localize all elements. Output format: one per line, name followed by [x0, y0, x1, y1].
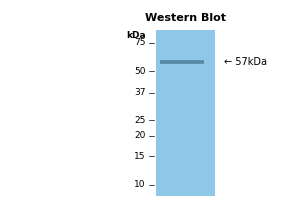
- Bar: [160, 63, 204, 64]
- Text: 20: 20: [134, 131, 146, 140]
- Text: kDa: kDa: [126, 31, 146, 40]
- Text: 25: 25: [134, 116, 146, 125]
- Text: 75: 75: [134, 38, 146, 47]
- Bar: [160, 60, 204, 64]
- Text: 10: 10: [134, 180, 146, 189]
- Text: 37: 37: [134, 88, 146, 97]
- Bar: [160, 60, 204, 61]
- Bar: [156, 30, 215, 196]
- Text: 50: 50: [134, 67, 146, 76]
- Text: Western Blot: Western Blot: [145, 13, 226, 23]
- Text: 15: 15: [134, 152, 146, 161]
- Text: ← 57kDa: ← 57kDa: [224, 57, 266, 67]
